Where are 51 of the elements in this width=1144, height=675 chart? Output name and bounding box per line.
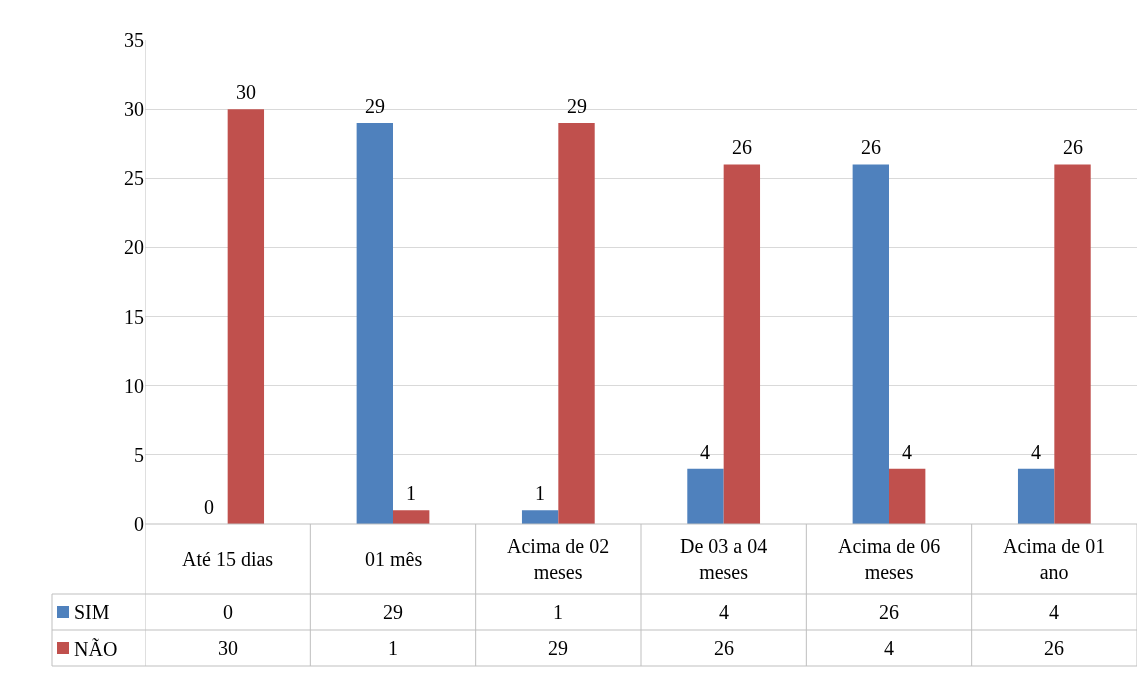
y-tick-label: 35 bbox=[124, 29, 144, 51]
bar bbox=[356, 122, 393, 524]
y-tick-label: 15 bbox=[124, 305, 144, 328]
x-tick-label: Acima de 06 meses bbox=[838, 535, 941, 583]
y-tick-label: 25 bbox=[124, 167, 144, 190]
data-label: 26 bbox=[1044, 637, 1064, 659]
data-label: 29 bbox=[548, 637, 568, 659]
legend-label: SIM bbox=[74, 601, 110, 623]
bar bbox=[723, 164, 761, 524]
bar bbox=[558, 122, 595, 524]
bar bbox=[889, 468, 926, 524]
text: 26 bbox=[732, 136, 752, 158]
data-label: 29 bbox=[383, 601, 403, 623]
data-label: 1 bbox=[553, 601, 563, 623]
data-label: 4 bbox=[719, 601, 729, 623]
bar bbox=[852, 164, 889, 524]
text: 1 bbox=[406, 482, 416, 504]
text: 0 bbox=[204, 496, 214, 518]
text: 4 bbox=[902, 441, 912, 463]
bar bbox=[1054, 164, 1091, 524]
data-label: 1 bbox=[388, 637, 398, 659]
y-tick-label: 5 bbox=[134, 443, 144, 466]
text: 29 bbox=[365, 95, 385, 117]
x-tick-label: Até 15 dias bbox=[182, 548, 274, 570]
text: 26 bbox=[1063, 136, 1083, 158]
text: 26 bbox=[861, 136, 881, 158]
y-tick-label: 10 bbox=[124, 374, 144, 397]
y-tick-label: 20 bbox=[124, 236, 144, 259]
x-tick-label: 01 mês bbox=[365, 548, 423, 570]
y-tick-label: 0 bbox=[134, 513, 144, 535]
text: 30 bbox=[236, 81, 256, 103]
text: 29 bbox=[567, 95, 587, 117]
bar bbox=[521, 510, 559, 524]
text: 4 bbox=[1031, 441, 1041, 463]
text: 1 bbox=[535, 482, 545, 504]
x-tick-label: Acima de 02 meses bbox=[507, 535, 610, 583]
data-label: 30 bbox=[218, 637, 238, 659]
bar bbox=[393, 510, 430, 524]
data-label: 4 bbox=[884, 637, 894, 659]
legend-label: NÃO bbox=[74, 637, 118, 660]
bar bbox=[687, 468, 724, 524]
y-tick-label: 30 bbox=[124, 98, 144, 121]
data-label: 26 bbox=[879, 601, 899, 623]
bar bbox=[227, 109, 265, 524]
x-tick-label: Acima de 01 ano bbox=[1003, 535, 1106, 583]
x-tick-label: De 03 a 04 meses bbox=[680, 535, 768, 583]
data-label: 4 bbox=[1049, 601, 1059, 623]
data-label: 26 bbox=[714, 637, 734, 659]
text: 4 bbox=[700, 441, 710, 463]
data-label: 0 bbox=[223, 601, 233, 623]
bar bbox=[1017, 468, 1055, 524]
